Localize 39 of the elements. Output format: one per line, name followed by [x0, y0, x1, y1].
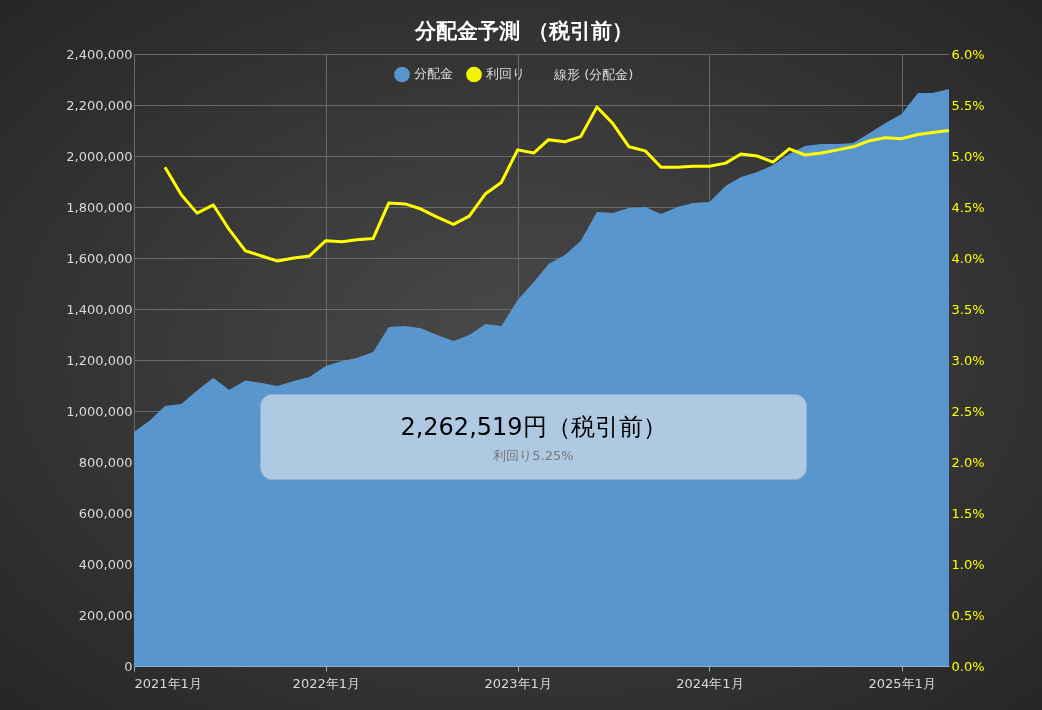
y-tick-label: 0: [124, 658, 133, 674]
y2-tick-label: 1.0%: [951, 556, 985, 572]
y-tick-label: 2,400,000: [66, 46, 133, 62]
legend-label: 利回り: [486, 66, 525, 82]
y-tick-label: 400,000: [78, 556, 133, 572]
y-tick-label: 600,000: [78, 505, 133, 521]
annotation: 線形 (分配金): [553, 67, 634, 82]
y-tick-label: 2,200,000: [66, 97, 133, 113]
y2-tick-label: 2.5%: [951, 403, 985, 419]
x-tick-label: 2024年1月: [676, 675, 744, 691]
y-tick-label: 1,400,000: [66, 301, 133, 317]
y2-tick-label: 5.5%: [951, 97, 985, 113]
y-tick-label: 1,800,000: [66, 199, 133, 215]
callout-box: 2,262,519円（税引前） 利回り5.25%: [260, 394, 807, 480]
y2-tick-label: 3.0%: [951, 352, 985, 368]
x-tick-label: 2021年1月: [134, 675, 202, 691]
y-tick-label: 1,000,000: [66, 403, 133, 419]
y2-tick-label: 0.5%: [951, 607, 985, 623]
x-tick-label: 2022年1月: [292, 675, 360, 691]
y2-tick-label: 0.0%: [951, 658, 985, 674]
x-tick-label: 2025年1月: [868, 675, 936, 691]
line-series: [163, 105, 951, 263]
y2-tick-label: 6.0%: [951, 46, 985, 62]
y-tick-label: 200,000: [78, 607, 133, 623]
annotation: 2,262,519円（税引前）: [399, 412, 668, 443]
y2-tick-label: 5.0%: [951, 148, 985, 164]
y2-tick-label: 1.5%: [951, 505, 985, 521]
x-tick-label: 2023年1月: [484, 675, 552, 691]
y2-tick-label: 4.0%: [951, 250, 985, 266]
annotation: 利回り5.25%: [492, 447, 575, 465]
y2-tick-label: 4.5%: [951, 199, 985, 215]
y-tick-label: 1,600,000: [66, 250, 133, 266]
y-tick-label: 2,000,000: [66, 148, 133, 164]
chart-title: 分配金予測 （税引前）: [414, 19, 633, 43]
y-tick-label: 1,200,000: [66, 352, 133, 368]
y2-tick-label: 3.5%: [951, 301, 985, 317]
y-tick-label: 800,000: [78, 454, 133, 470]
y2-tick-label: 2.0%: [951, 454, 985, 470]
legend-label: 分配金: [414, 66, 453, 82]
